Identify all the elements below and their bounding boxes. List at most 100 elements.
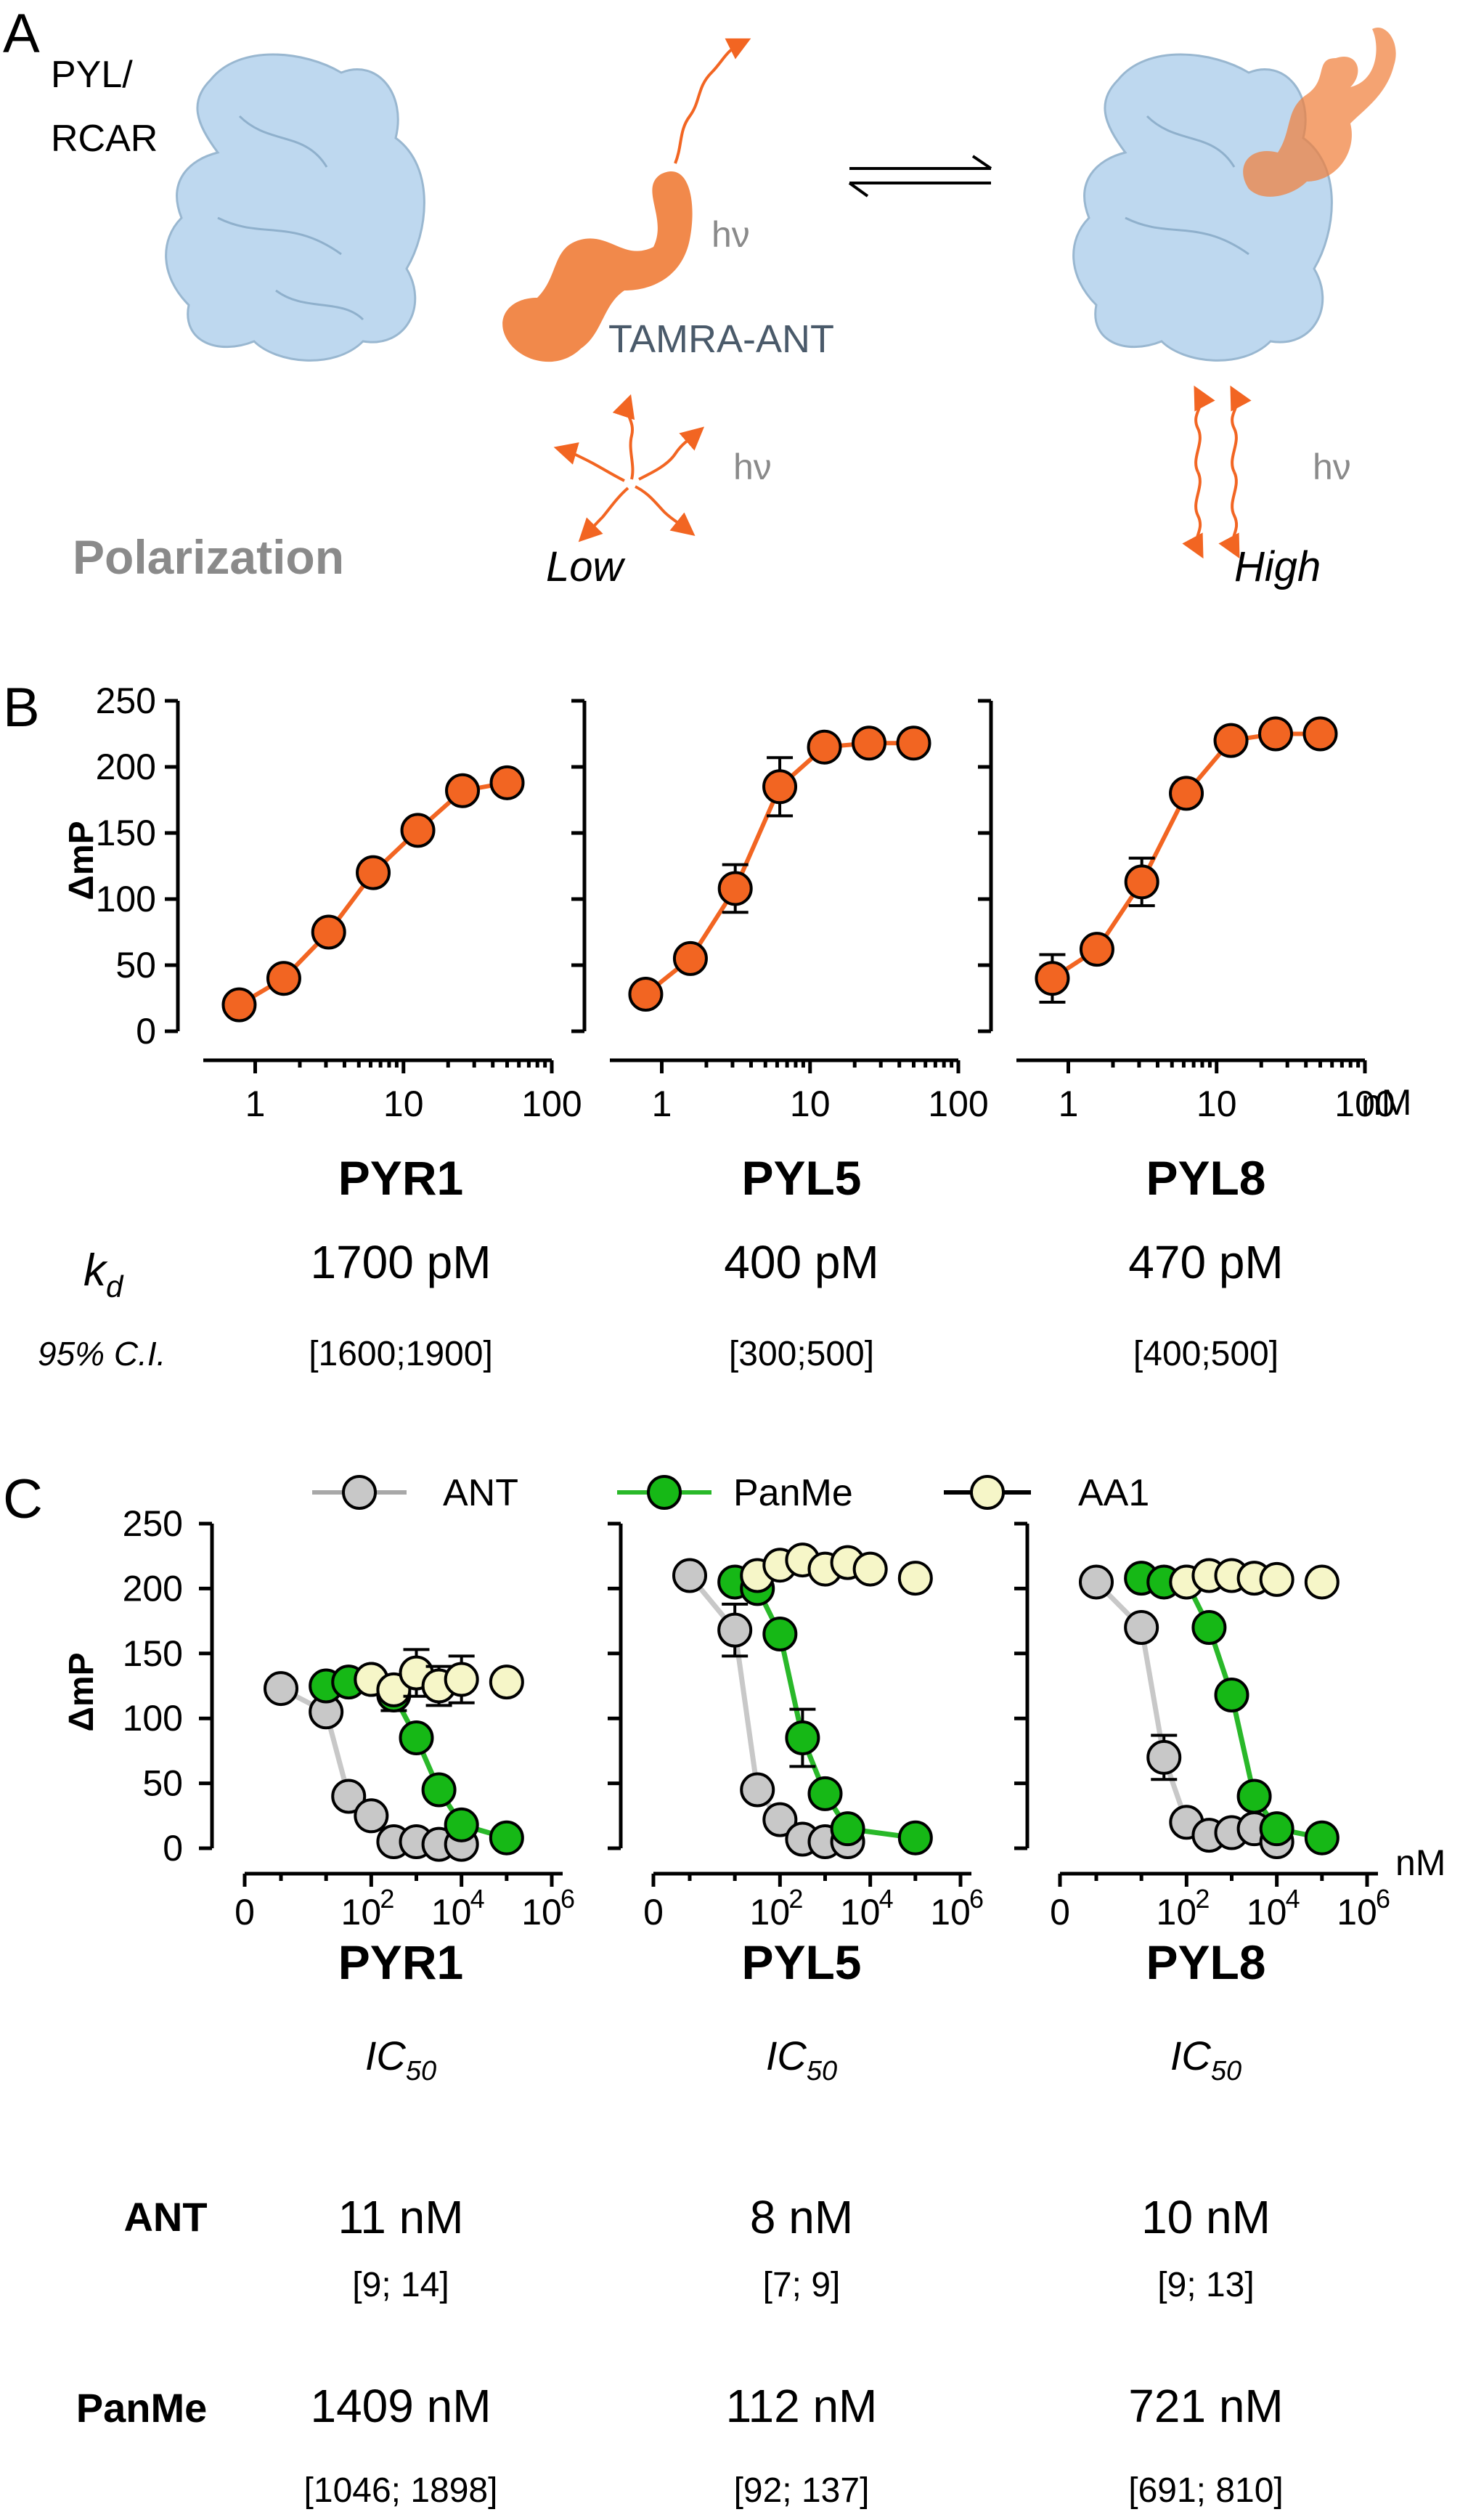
x-tick-exponent: 4 [879, 1884, 894, 1914]
panel-c-letter: C [3, 1468, 43, 1530]
ic50-sub: 50 [1211, 2056, 1241, 2086]
panel-a: A PYL/ RCAR hν TAMRA-ANT hν [3, 3, 1396, 590]
data-point [852, 725, 887, 761]
polarized-emission-arrows [1182, 385, 1252, 559]
data-point-ant [264, 1671, 298, 1707]
data-point [717, 871, 753, 906]
data-point-ant [672, 1558, 707, 1593]
polarization-label: Polarization [73, 530, 344, 584]
data-point-panme [830, 1811, 865, 1847]
ic50-ant-pyr1: 11 nM [338, 2191, 463, 2243]
data-point-aa1 [444, 1662, 479, 1697]
data-point-aa1 [1304, 1564, 1339, 1600]
plot-c-pyl8: 0 102 104 106 [1014, 1521, 1390, 1932]
hv-label-3: hν [1313, 447, 1351, 487]
data-point-aa1 [852, 1551, 888, 1587]
receptor-detail-lines [217, 115, 364, 321]
panel-b-letter: B [3, 677, 40, 739]
data-point [311, 914, 346, 950]
ci-label: 95% C.I. [38, 1335, 166, 1373]
x-tick-label: 10 [521, 1892, 562, 1932]
data-point [807, 729, 842, 765]
x-tick-label: 10 [1337, 1892, 1377, 1932]
x-tick-exponent: 6 [560, 1884, 575, 1914]
y-tick-label: 200 [96, 747, 156, 787]
kd-value-pyr1: 1700 pM [310, 1236, 491, 1288]
data-point [489, 765, 525, 800]
x-tick-exponent: 2 [380, 1884, 394, 1914]
x-tick-label: 10 [383, 1084, 424, 1124]
x-tick-label: 100 [521, 1084, 582, 1124]
y-tick-label: 50 [142, 1763, 183, 1804]
data-point-panme [1304, 1820, 1339, 1856]
x-tick-label: 10 [840, 1892, 881, 1932]
panel-c-protein-pyl8: PYL8 [1146, 1935, 1265, 1989]
data-point-panme [897, 1820, 933, 1856]
x-tick-label: 10 [1157, 1892, 1197, 1932]
data-point-panme [785, 1720, 820, 1756]
plot-c-pyl5: 0 102 104 106 [608, 1521, 984, 1932]
row-header-ant: ANT [123, 2194, 207, 2240]
x-tick-label: 10 [750, 1892, 791, 1932]
data-point [1169, 776, 1204, 811]
fit-curve-panme [325, 1676, 507, 1841]
x-tick-exponent: 6 [969, 1884, 984, 1914]
x-tick-label: 100 [1334, 1084, 1395, 1124]
protein-label-line1: PYL/ [51, 54, 133, 96]
data-point-ant [354, 1798, 389, 1834]
panel-c-unit: nM [1395, 1842, 1445, 1883]
y-tick-label: 250 [96, 680, 156, 721]
y-tick-label: 100 [96, 879, 156, 919]
data-point [1258, 716, 1294, 752]
x-tick-exponent: 2 [1195, 1884, 1210, 1914]
x-tick-exponent: 4 [470, 1884, 485, 1914]
data-point [356, 855, 391, 890]
data-point [1213, 723, 1249, 758]
panel-b: B ΔmP 0 50 100 150 200 250 1 10 100 1 10 100 1 10 10… [3, 677, 1411, 1373]
x-tick-label: 10 [431, 1892, 472, 1932]
tamra-ant-probe [502, 171, 693, 362]
ic50-panme-ci-pyl8: [691; 810] [1128, 2471, 1284, 2510]
panel-b-unit: nM [1361, 1082, 1411, 1123]
protein-label-line2: RCAR [51, 118, 158, 160]
data-point-aa1 [897, 1561, 933, 1596]
data-point [896, 725, 931, 761]
ic50-main: IC [1170, 2033, 1212, 2078]
x-tick-label: 1 [245, 1084, 266, 1124]
ic50-ant-ci-pyr1: [9; 14] [352, 2266, 449, 2304]
probe-label: TAMRA-ANT [608, 317, 834, 361]
y-tick-label: 50 [115, 945, 156, 985]
ic50-panme-pyl8: 721 nM [1128, 2380, 1283, 2432]
ic50-ant-pyl5: 8 nM [750, 2191, 853, 2243]
receptor-protein-free [165, 53, 425, 362]
data-point [762, 769, 798, 805]
ic50-panme-pyr1: 1409 nM [310, 2380, 491, 2432]
x-tick-label: 0 [235, 1892, 255, 1932]
legend-label-panme: PanMe [733, 1472, 853, 1514]
data-point-panme [762, 1616, 798, 1651]
data-point [1035, 961, 1070, 996]
data-point-ant [1146, 1739, 1182, 1775]
ci-value-pyl5: [300;500] [729, 1335, 874, 1373]
panel-c-ylabel: ΔmP [62, 1652, 101, 1731]
ic50-sub: 50 [807, 2056, 837, 2086]
y-tick-label: 200 [123, 1568, 183, 1609]
probe-bound [1243, 28, 1396, 197]
hv-label-2: hν [733, 447, 772, 487]
x-tick-label: 10 [790, 1084, 831, 1124]
data-point-panme [1214, 1678, 1249, 1713]
data-point-aa1 [489, 1665, 524, 1700]
y-tick-label: 100 [123, 1698, 183, 1739]
plot-b-pyr1: 0 50 100 150 200 250 1 10 100 [96, 680, 582, 1124]
ic50-sub: 50 [406, 2056, 436, 2086]
data-point-ant [717, 1612, 753, 1648]
y-tick-label: 0 [163, 1828, 183, 1869]
x-tick-exponent: 2 [788, 1884, 803, 1914]
data-point-ant [331, 1779, 367, 1814]
data-point-aa1 [1259, 1561, 1294, 1597]
emission-wave-arrow [674, 38, 751, 164]
state-high-label: High [1234, 543, 1321, 590]
data-point [266, 961, 301, 996]
